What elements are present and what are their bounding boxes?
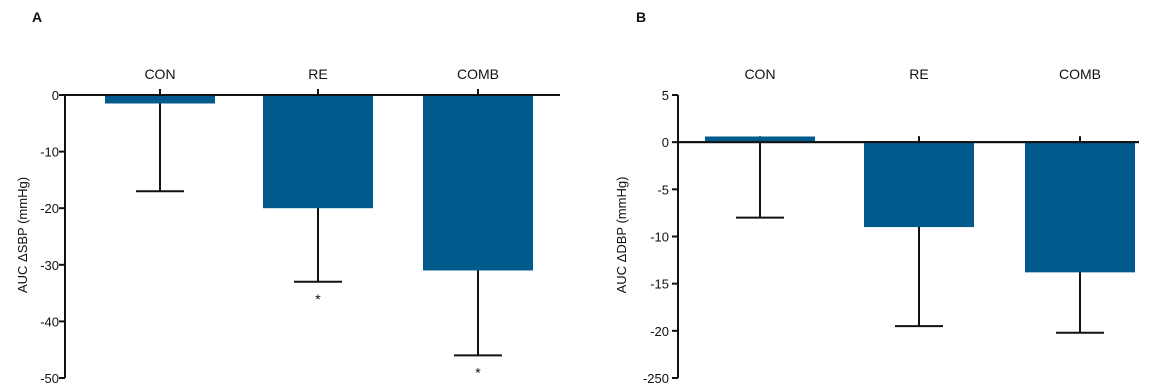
panel-label-a: A	[32, 9, 42, 25]
chart-marks-a: 0 -10 -20 -30 -40 -50 CON RE * COMB *	[40, 66, 560, 386]
y-tick-label-b: -15	[650, 277, 669, 292]
y-tick-label-a: 0	[52, 88, 59, 103]
y-tick-label-a: -40	[40, 314, 59, 329]
category-label-con-a: CON	[144, 66, 175, 82]
bar-re-b	[864, 142, 974, 228]
y-tick-label-a: -20	[40, 201, 59, 216]
y-tick-label-b: -20	[650, 324, 669, 339]
y-tick-label-a: -30	[40, 258, 59, 273]
panel-a: A AUC ΔSBP (mmHg) 0 -10 -20 -30 -40 -50 CON RE *…	[15, 9, 560, 386]
y-tick-label-b: -250	[643, 371, 669, 386]
bar-con-a	[105, 95, 215, 104]
chart-marks-b: 5 0 -5 -10 -15 -20 -250 CON RE COMB	[643, 66, 1139, 386]
bar-comb-a	[423, 95, 533, 271]
bar-re-a	[263, 95, 373, 209]
category-label-comb-b: COMB	[1059, 66, 1101, 82]
significance-marker-re-a: *	[315, 291, 321, 307]
category-label-comb-a: COMB	[457, 66, 499, 82]
y-tick-label-b: 0	[662, 135, 669, 150]
y-tick-label-b: -5	[657, 182, 669, 197]
category-label-re-a: RE	[308, 66, 327, 82]
y-axis-title-a: AUC ΔSBP (mmHg)	[15, 177, 30, 293]
category-label-con-b: CON	[744, 66, 775, 82]
y-tick-label-b: -10	[650, 230, 669, 245]
panel-b: B AUC ΔDBP (mmHg) 5 0 -5 -10 -15 -20 -250 CON RE…	[614, 9, 1139, 386]
significance-marker-comb-a: *	[475, 364, 481, 380]
y-tick-label-b: 5	[662, 88, 669, 103]
y-tick-label-a: -10	[40, 145, 59, 160]
category-label-re-b: RE	[909, 66, 928, 82]
panel-label-b: B	[636, 9, 646, 25]
bar-comb-b	[1025, 142, 1135, 273]
y-axis-title-b: AUC ΔDBP (mmHg)	[614, 177, 629, 294]
y-tick-label-a: -50	[40, 371, 59, 386]
bar-con-b	[705, 136, 815, 143]
